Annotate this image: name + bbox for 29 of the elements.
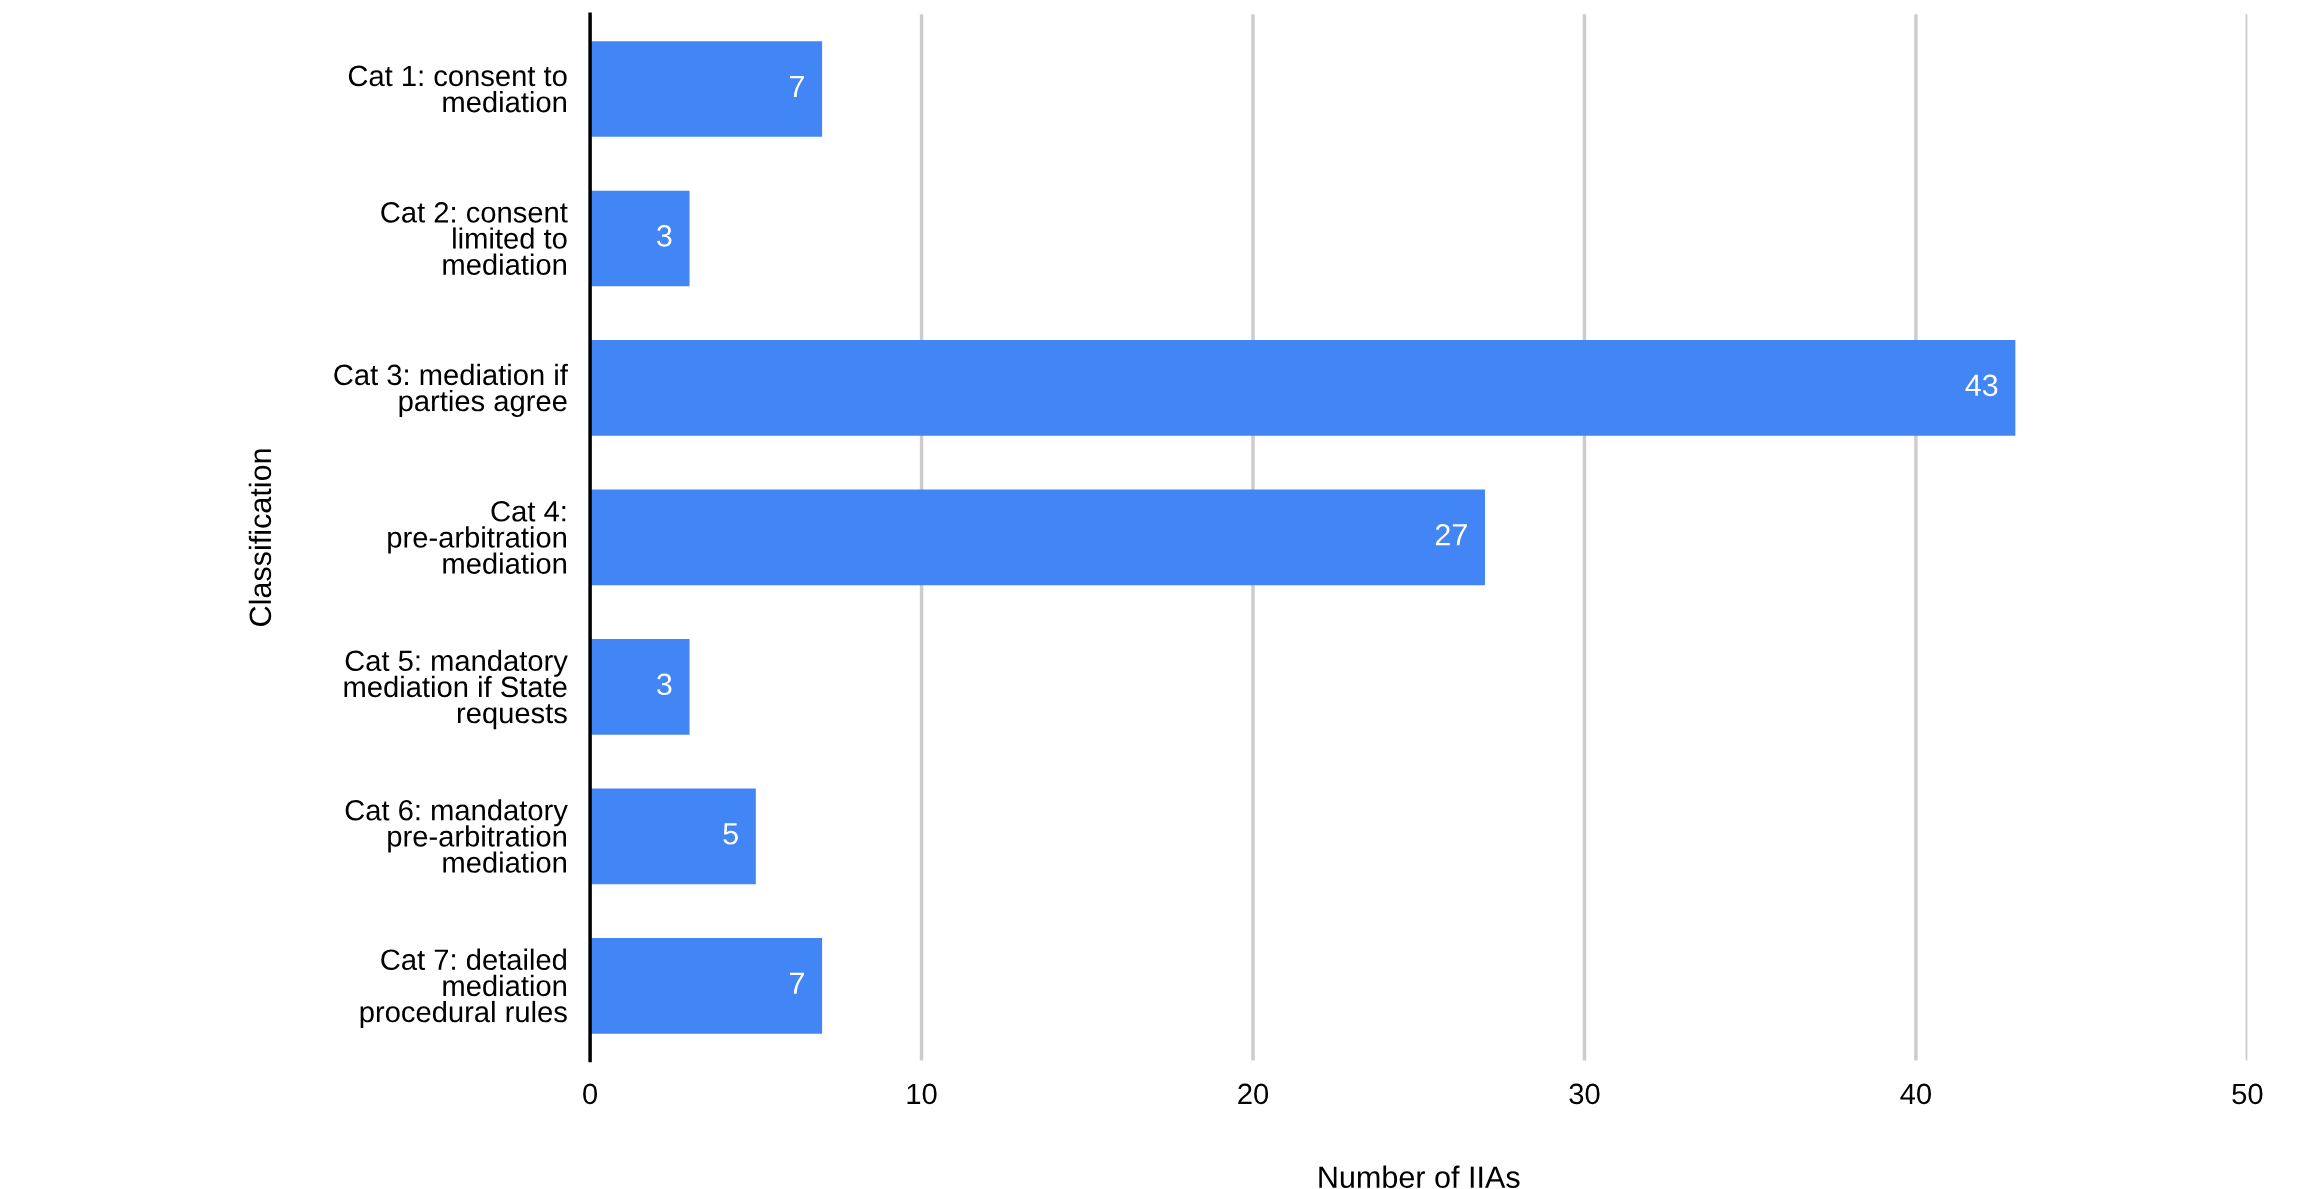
data-label: 43 (1965, 374, 1998, 397)
y-tick-label: Cat 1: consent to mediation (348, 65, 567, 113)
x-tick-label: 20 (1238, 1083, 1269, 1105)
data-label: 3 (657, 673, 672, 696)
y-tick-label: Cat 5: mandatory mediation if State requests (344, 649, 568, 730)
x-tick-label: 0 (583, 1083, 598, 1105)
y-tick-label: Cat 6: mandatory pre-arbitration mediation (345, 799, 568, 873)
bar (590, 190, 690, 287)
bar (590, 788, 756, 885)
bar (590, 639, 690, 735)
y-tick-label: Cat 7: detailed mediation procedural rules (360, 948, 567, 1029)
y-axis-title: Classification (248, 449, 272, 626)
bar (590, 489, 1486, 586)
bar (590, 340, 2016, 436)
y-tick-label: Cat 4: pre-arbitration mediation (388, 500, 566, 574)
bar (590, 41, 823, 137)
data-label: 5 (723, 823, 738, 845)
y-tick-label: Cat 2: consent limited to mediation (381, 202, 568, 275)
y-tick-label: Cat 3: mediation if parties agree (334, 363, 568, 418)
x-axis-title: Number of IIAs (1319, 1165, 1520, 1188)
data-label: 7 (790, 972, 804, 994)
data-label: 27 (1435, 523, 1467, 546)
data-label: 3 (657, 225, 672, 247)
x-tick-label: 50 (2232, 1083, 2263, 1105)
data-label: 7 (790, 75, 804, 97)
x-tick-label: 10 (907, 1083, 937, 1105)
bar (590, 938, 823, 1034)
x-tick-label: 30 (1569, 1083, 1600, 1105)
x-tick-label: 40 (1900, 1083, 1931, 1105)
